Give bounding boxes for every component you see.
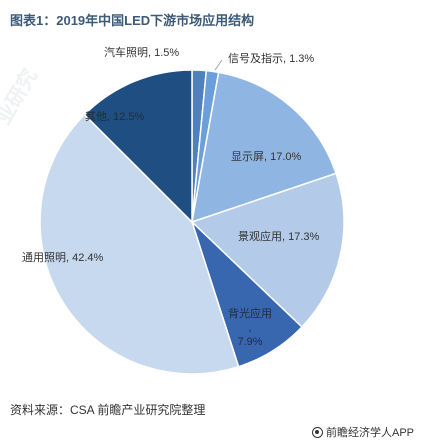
brand-logo-icon — [311, 426, 323, 438]
slice-label-2: 信号及指示, 1.3% — [228, 51, 314, 65]
slice-label-7: 其他, 12.5% — [85, 110, 145, 123]
slice-label-1: 汽车照明, 1.5% — [104, 45, 179, 59]
slices-layer — [39, 69, 345, 375]
brand-name: 前瞻经济学人APP — [325, 427, 414, 439]
pie-slice-7 — [83, 69, 193, 224]
pie-slice-4 — [190, 172, 345, 329]
pie-slice-6 — [39, 113, 240, 375]
slice-label-4: 景观应用, 17.3% — [238, 229, 320, 243]
pie-slice-3 — [191, 71, 337, 224]
slice-label-5: 背光应用, 7.9% — [228, 306, 272, 348]
slice-label-6: 通用照明, 42.4% — [22, 251, 104, 264]
brand-footer: 前瞻经济学人APP — [311, 424, 414, 440]
leader-line-2 — [214, 59, 223, 71]
source-note: 资料来源：CSA 前瞻产业研究院整理 — [10, 403, 206, 417]
leaders-layer — [214, 59, 223, 71]
chart-title: 图表1：2019年中国LED下游市场应用结构 — [10, 13, 255, 28]
labels-layer: 汽车照明, 1.5% 信号及指示, 1.3% 显示屏, 17.0% 景观应用, 17.… — [22, 45, 320, 348]
slice-label-3: 显示屏, 17.0% — [231, 150, 302, 163]
